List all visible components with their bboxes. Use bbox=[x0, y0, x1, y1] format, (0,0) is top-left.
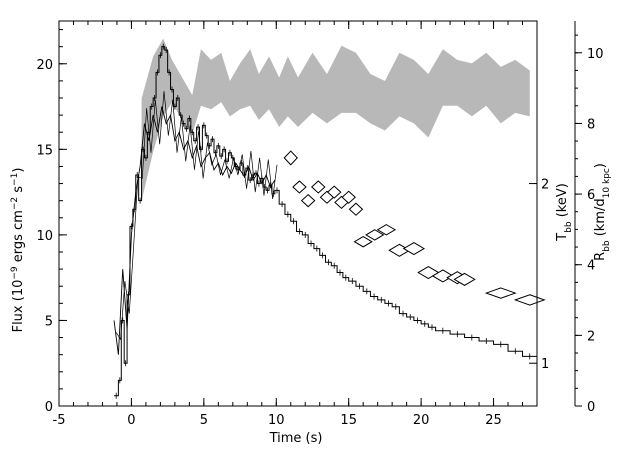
temperature-diamond bbox=[326, 185, 342, 199]
x-axis-title: Time (s) bbox=[269, 431, 323, 446]
x-tick-label: 25 bbox=[485, 413, 502, 428]
temperature-diamond bbox=[341, 190, 356, 204]
radius-tick-label: 0 bbox=[587, 400, 595, 415]
temperature-diamond bbox=[353, 236, 373, 248]
x-tick-label: 5 bbox=[200, 413, 208, 428]
radius-tick-label: 6 bbox=[587, 188, 595, 203]
x-tick-label: 20 bbox=[413, 413, 430, 428]
temperature-tick-label: 1 bbox=[541, 357, 549, 372]
y-tick-label: 10 bbox=[36, 229, 53, 244]
flux-jagged-layer bbox=[113, 91, 278, 355]
radius-band bbox=[141, 38, 530, 202]
radius-tick-label: 4 bbox=[587, 259, 595, 274]
temperature-diamond bbox=[348, 202, 364, 216]
temperature-diamond bbox=[402, 242, 426, 256]
temperature-diamond bbox=[311, 180, 326, 194]
y-tick-label: 0 bbox=[45, 400, 53, 415]
radius-axis-title: Rbb (km/d10 kpc) bbox=[593, 163, 612, 261]
temperature-diamond bbox=[283, 150, 298, 166]
radius-band-layer bbox=[141, 38, 530, 202]
temperature-diamond bbox=[431, 269, 454, 283]
radius-tick-label: 10 bbox=[587, 47, 604, 62]
temperature-diamond-layer bbox=[283, 150, 546, 306]
y-tick-label: 15 bbox=[36, 143, 53, 158]
temperature-axis-title: Tbb (keV) bbox=[555, 183, 574, 242]
y-tick-label: 20 bbox=[36, 58, 53, 73]
temperature-diamond bbox=[365, 229, 385, 241]
radius-tick-label: 8 bbox=[587, 117, 595, 132]
flux-jagged-line-2 bbox=[115, 91, 278, 341]
temperature-diamond bbox=[300, 193, 316, 208]
flux-histogram bbox=[114, 46, 538, 397]
temperature-diamond bbox=[292, 180, 307, 194]
x-tick-label: -5 bbox=[53, 413, 66, 428]
flux-jagged-line bbox=[113, 106, 276, 355]
temperature-diamond bbox=[513, 294, 546, 306]
flux-histogram-layer bbox=[114, 43, 538, 399]
x-tick-label: 15 bbox=[340, 413, 357, 428]
x-tick-label: 10 bbox=[268, 413, 285, 428]
x-tick-label: 0 bbox=[127, 413, 135, 428]
temperature-tick-label: 2 bbox=[541, 178, 549, 193]
temperature-diamond bbox=[453, 272, 476, 286]
y-axis-title: Flux (10−9 ergs cm−2 s−1) bbox=[10, 168, 26, 333]
temperature-diamond bbox=[376, 224, 397, 236]
y-tick-label: 5 bbox=[45, 314, 53, 329]
temperature-diamond bbox=[484, 287, 517, 299]
radius-tick-label: 2 bbox=[587, 329, 595, 344]
plot-frame bbox=[58, 20, 538, 407]
